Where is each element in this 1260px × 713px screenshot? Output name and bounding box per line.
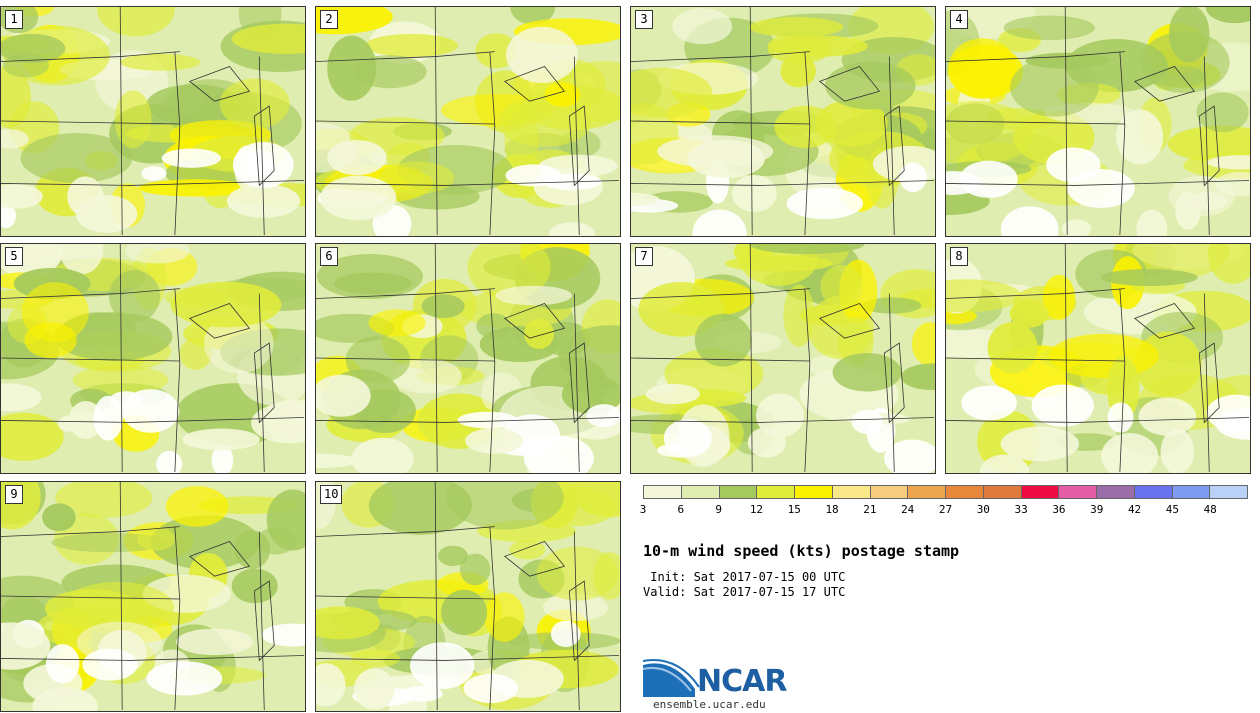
colorbar-tick-label: 24	[901, 503, 915, 516]
wind-field-shading	[631, 244, 935, 473]
ensemble-member-map-6: 6	[315, 243, 621, 474]
wind-field-shading	[316, 482, 620, 711]
ensemble-member-map-10: 10	[315, 481, 621, 712]
wind-field-shading	[316, 244, 620, 473]
site-url: ensemble.ucar.edu	[653, 698, 766, 711]
colorbar-tick-label: 33	[1014, 503, 1028, 516]
ensemble-member-map-1: 1	[0, 6, 306, 237]
member-label: 6	[320, 247, 338, 266]
member-label: 8	[950, 247, 968, 266]
colorbar-tick-label: 39	[1090, 503, 1104, 516]
wind-field-shading	[1, 244, 305, 473]
colorbar-swatch	[908, 486, 946, 498]
member-label: 2	[320, 10, 338, 29]
colorbar-ticks: 3 6 9 12 15 18 21 24 27 30 33 36 39 42 45 48	[639, 503, 1248, 517]
colorbar-tick-label: 45	[1165, 503, 1179, 516]
colorbar-tick-label: 42	[1127, 503, 1142, 516]
logo-text: NCAR	[697, 664, 787, 699]
ensemble-member-map-8: 8	[945, 243, 1251, 474]
figure-title: 10-m wind speed (kts) postage stamp	[643, 542, 960, 560]
colorbar-swatch	[1021, 486, 1060, 498]
member-label: 4	[950, 10, 968, 29]
colorbar-swatch	[983, 486, 1022, 498]
init-time: Init: Sat 2017-07-15 00 UTC	[643, 570, 846, 584]
colorbar-tick-label: 6	[677, 503, 685, 516]
ensemble-member-map-2: 2	[315, 6, 621, 237]
colorbar-swatch	[832, 486, 871, 498]
colorbar-swatch	[1059, 486, 1097, 498]
colorbar-tick-label: 30	[976, 503, 990, 516]
member-label: 3	[635, 10, 653, 29]
wind-field-shading	[1, 7, 305, 236]
colorbar-swatch	[1134, 486, 1173, 498]
wind-field-shading	[1, 482, 305, 711]
colorbar-swatch	[681, 486, 720, 498]
member-label: 5	[5, 247, 23, 266]
colorbar-swatch	[719, 486, 758, 498]
member-label: 9	[5, 485, 23, 504]
colorbar-tick-label: 12	[749, 503, 764, 516]
colorbar-swatch	[795, 486, 833, 498]
wind-field-shading	[316, 7, 620, 236]
member-label: 1	[5, 10, 23, 29]
colorbar-tick-label: 3	[639, 503, 647, 516]
colorbar-swatch	[1097, 486, 1135, 498]
colorbar-tick-label: 36	[1052, 503, 1066, 516]
colorbar-tick-label: 21	[863, 503, 877, 516]
colorbar-swatch	[870, 486, 909, 498]
valid-time: Valid: Sat 2017-07-15 17 UTC	[643, 585, 846, 599]
ensemble-member-map-9: 9	[0, 481, 306, 712]
colorbar-tick-label: 18	[825, 503, 839, 516]
ensemble-member-map-4: 4	[945, 6, 1251, 237]
colorbar-swatch	[757, 486, 795, 498]
ensemble-member-map-7: 7	[630, 243, 936, 474]
colorbar-tick-label: 48	[1203, 503, 1217, 516]
colorbar-tick-label: 27	[938, 503, 953, 516]
ensemble-member-map-3: 3	[630, 6, 936, 237]
wind-field-shading	[631, 7, 935, 236]
colorbar-swatch	[644, 486, 682, 498]
member-label: 10	[320, 485, 343, 504]
colorbar-swatch	[946, 486, 984, 498]
wind-field-shading	[946, 7, 1250, 236]
ensemble-member-map-5: 5	[0, 243, 306, 474]
colorbar-tick-label: 15	[787, 503, 801, 516]
colorbar-tick-label: 9	[715, 503, 722, 516]
wind-field-shading	[946, 244, 1250, 473]
colorbar	[643, 485, 1248, 499]
ncar-logo-icon	[643, 659, 700, 697]
colorbar-swatch	[1172, 486, 1211, 498]
member-label: 7	[635, 247, 653, 266]
colorbar-swatch	[1210, 486, 1247, 498]
